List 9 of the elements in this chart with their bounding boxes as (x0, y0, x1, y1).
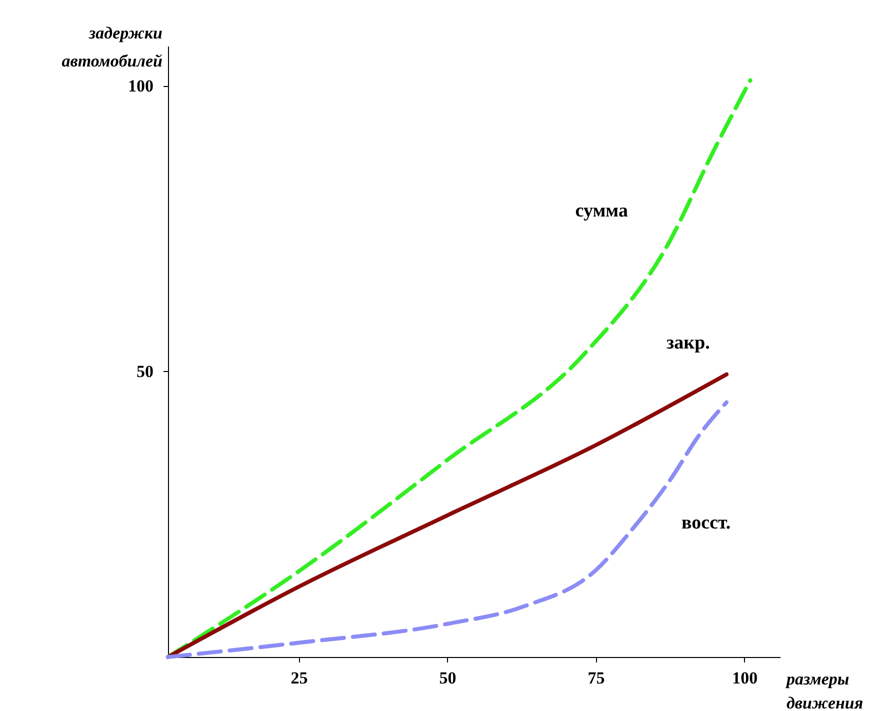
text: сумма (575, 200, 628, 222)
x-tick-label: 75 (588, 668, 605, 688)
series-label: закр. (666, 332, 710, 354)
x-tick-label: 25 (290, 668, 308, 688)
x-axis-title: размеры движения (784, 670, 864, 711)
series-label: восст. (682, 512, 731, 534)
x-tick-label: 50 (439, 668, 456, 688)
x-tick-label: 100 (732, 668, 758, 688)
y-axis-title: задержки автомобилей (62, 24, 162, 70)
